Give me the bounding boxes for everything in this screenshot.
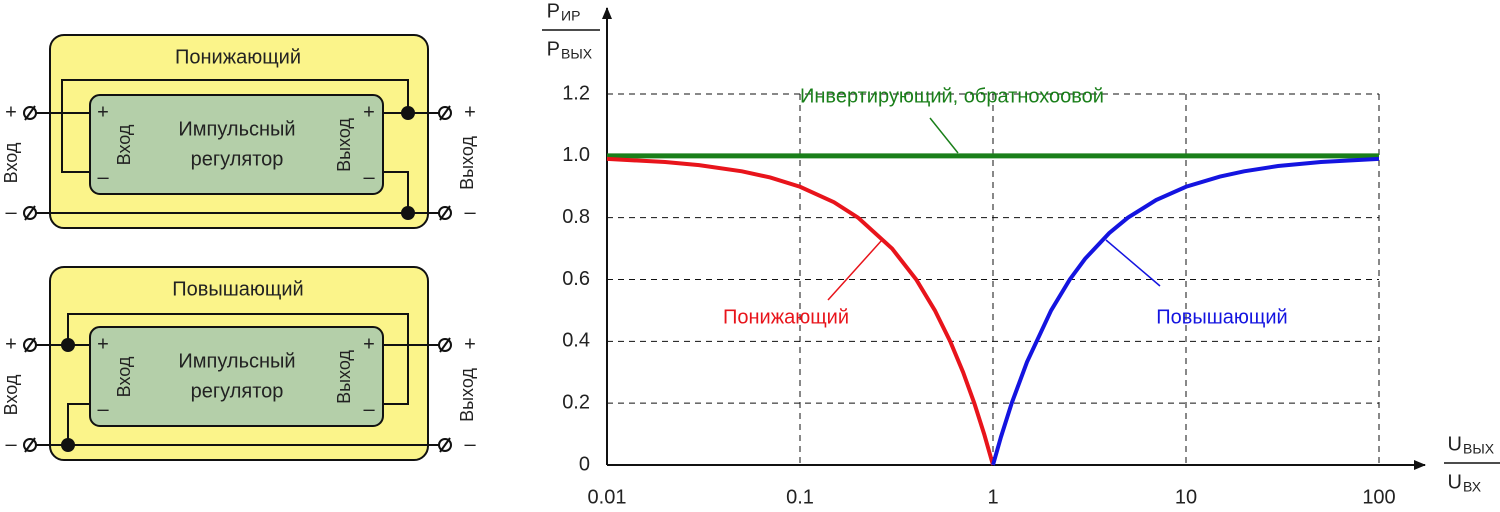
terminal-slash	[24, 205, 36, 221]
converter-title: Повышающий	[172, 278, 303, 300]
terminal-slash	[24, 105, 36, 121]
converter-diagram: Повышающий Импульсный регулятор Вход Выход + –…	[1, 266, 477, 461]
regulator-label: Импульсный	[178, 118, 295, 140]
polarity: +	[5, 101, 17, 123]
y-tick-label: 0.4	[562, 330, 590, 352]
axis-label-main: U	[1448, 471, 1462, 493]
y-tick-label: 0.2	[562, 391, 590, 413]
port-label: Выход	[457, 136, 477, 190]
wire	[383, 171, 409, 213]
polarity: –	[363, 166, 375, 188]
polarity: +	[363, 101, 375, 123]
junction	[61, 338, 75, 352]
x-tick-label: 100	[1362, 486, 1395, 508]
terminal-slash	[24, 437, 36, 453]
regulator-label: регулятор	[191, 148, 284, 170]
wire	[67, 403, 90, 445]
port-label: Вход	[114, 356, 134, 397]
junction	[401, 106, 415, 120]
y-tick-label: 0.6	[562, 268, 590, 290]
axis-label-main: U	[1448, 433, 1462, 455]
x-tick-label: 0.01	[588, 486, 627, 508]
series-label: Инвертирующий, обратнохоовой	[800, 85, 1104, 107]
polarity: –	[5, 201, 17, 223]
port-label: Вход	[1, 374, 21, 415]
polarity: –	[464, 433, 476, 455]
polarity: –	[97, 166, 109, 188]
axis-label-sub: ВХ	[1463, 479, 1482, 495]
axis-label-sub: ВЫХ	[561, 46, 593, 62]
wire	[61, 79, 409, 173]
converter-diagram: Понижающий Импульсный регулятор Вход Выход + –…	[1, 34, 477, 229]
terminal-slash	[439, 437, 451, 453]
regulator-block	[89, 94, 384, 195]
polarity: +	[97, 333, 109, 355]
polarity: +	[97, 101, 109, 123]
terminal-slash	[24, 337, 36, 353]
polarity: –	[5, 433, 17, 455]
terminal-slash	[439, 337, 451, 353]
port-label: Вход	[1, 142, 21, 183]
axis-label-sub: ВЫХ	[1463, 441, 1495, 457]
polarity: –	[464, 201, 476, 223]
series-line	[991, 156, 1380, 466]
axis-label: Р ИРР ВЫХ	[542, 0, 600, 62]
y-tick-label: 1.0	[562, 144, 590, 166]
leader-line	[929, 117, 959, 154]
y-tick-label: 1.2	[562, 82, 590, 104]
polarity: –	[97, 398, 109, 420]
polarity: +	[464, 101, 476, 123]
regulator-label: регулятор	[191, 380, 284, 402]
x-tick-label: 1	[987, 486, 998, 508]
regulator-label: Импульсный	[178, 350, 295, 372]
converter-title: Понижающий	[175, 46, 301, 68]
series-label: Повышающий	[1156, 306, 1287, 328]
diagrams: Понижающий Импульсный регулятор Вход Выход + –…	[1, 34, 477, 461]
junction	[61, 438, 75, 452]
port-label: Выход	[457, 368, 477, 422]
terminal-slash	[439, 105, 451, 121]
series-label: Понижающий	[723, 306, 849, 328]
polarity: +	[5, 333, 17, 355]
x-tick-label: 0.1	[786, 486, 814, 508]
port-label: Выход	[334, 350, 354, 404]
polarity: –	[363, 398, 375, 420]
leader-line	[827, 239, 883, 301]
series-line	[606, 156, 995, 466]
leader-line	[1105, 239, 1161, 287]
axis-label-main: Р	[547, 38, 560, 60]
port-label: Выход	[334, 118, 354, 172]
junction	[401, 206, 415, 220]
x-tick-label: 10	[1175, 486, 1197, 508]
axis-label-main: Р	[547, 0, 560, 22]
polarity: +	[363, 333, 375, 355]
wire	[67, 313, 409, 405]
y-tick-label: 0.8	[562, 206, 590, 228]
axis-label-sub: ИР	[561, 8, 580, 24]
port-label: Вход	[114, 124, 134, 165]
y-tick-label: 0	[579, 453, 590, 475]
terminal-slash	[439, 205, 451, 221]
polarity: +	[464, 333, 476, 355]
regulator-block	[89, 326, 384, 427]
